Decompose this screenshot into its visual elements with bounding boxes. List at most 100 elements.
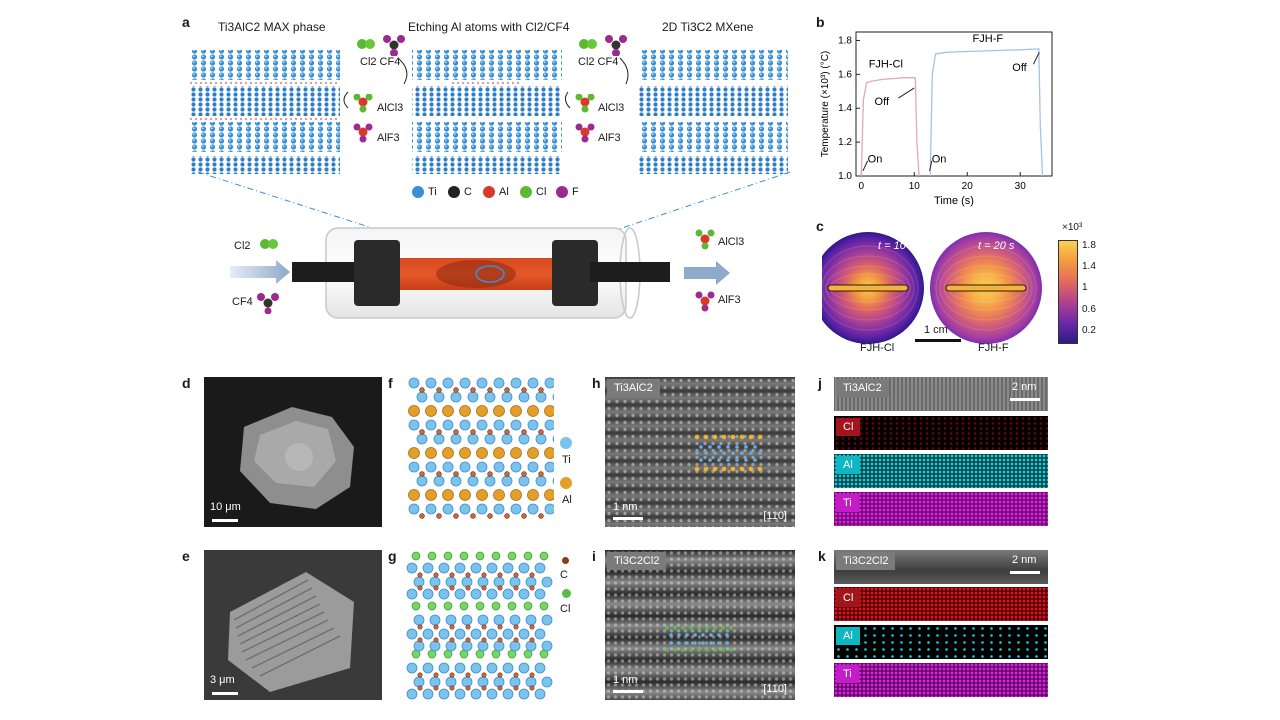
atom-c [504,513,510,519]
colorbar-tick: 1.8 [1082,240,1096,251]
atom-c [449,672,455,678]
outlet-alcl3-label: AlCl3 [718,236,745,248]
map-label-fjh-f: FJH-F [978,342,1009,354]
atom-ti [413,576,425,588]
atom-ti [408,377,420,389]
atom-c [521,471,527,477]
atom-ti [525,576,537,588]
atom-c [433,637,439,643]
atom-ti [541,640,553,652]
sem-image-mxene: 3 μm [204,550,382,700]
y-tick-label: 1.8 [838,35,852,46]
isotherm [939,255,1033,321]
atom-ti [486,588,498,600]
cf4-molecule-inlet [257,293,279,314]
atom-ti [510,461,522,473]
atom-c [497,672,503,678]
atom-ti [544,503,554,515]
atom-c [419,429,425,435]
etching-block [412,50,562,174]
cl2-molecule-inlet [260,239,278,249]
colorbar-unit: ×10³ [1062,222,1083,233]
panel-label-e: e [182,548,190,564]
series-line-fjh-f [929,48,1044,177]
atom-c [417,572,423,578]
y-tick-label: 1.2 [838,137,852,148]
sem-d-scale-label: 10 μm [210,501,241,513]
alf3-molecule-outlet [695,291,715,312]
atom-c [529,685,535,691]
atom-c [465,672,471,678]
atom-ti [518,562,530,574]
atom-ti [509,676,521,688]
atom-ti [445,576,457,588]
series-label-fjh-f: FJH-F [973,33,1004,45]
atom-c [481,685,487,691]
atom-c [419,387,425,393]
atom-cl [523,601,533,611]
legend-f-dot [556,186,568,198]
atom-ti [422,662,434,674]
atom-ti [445,640,457,652]
atom-ti [470,588,482,600]
heatmap-fjh-cl [822,232,924,344]
atom-ti [527,419,539,431]
atom-al [544,447,554,459]
stem-h-tag: Ti3AlC2 [607,379,660,397]
eds-k-cl-tag: Cl [836,589,861,607]
atom-ti [438,688,450,700]
x-tick-label: 0 [859,181,865,192]
atom-al [493,405,505,417]
atom-ti [544,377,554,389]
atom-c [487,471,493,477]
atom-c [513,672,519,678]
stem-h-scalebar [613,517,643,520]
atom-cl [459,601,469,611]
sem-d-scalebar [212,519,238,522]
atom-ti [518,628,530,640]
atom-ti [493,503,505,515]
atom-ti [525,640,537,652]
alcl3-label-left: AlCl3 [377,102,404,114]
alcl3-label-right: AlCl3 [598,102,625,114]
atom-ti [501,391,513,403]
atom-ti [467,433,479,445]
atom-cl [411,551,421,561]
inlet-cl2-label: Cl2 [234,240,251,252]
atom-ti [442,461,454,473]
atom-ti [406,628,418,640]
atom-ti [518,588,530,600]
legend-c-label: C [464,186,472,198]
atom-ti [461,676,473,688]
panel-label-a: a [182,14,190,30]
atom-ti [438,562,450,574]
legend-ti-label: Ti [428,186,437,198]
atom-ti [510,377,522,389]
series-label-fjh-cl: FJH-Cl [869,59,903,71]
atom-cl [475,551,485,561]
atom-al [510,405,522,417]
atom-ti [527,377,539,389]
atom-c [433,585,439,591]
atom-ti [493,377,505,389]
y-tick-label: 1.0 [838,171,852,182]
atom-ti [525,676,537,688]
atom-al [408,447,420,459]
panel-label-h: h [592,375,601,391]
atom-ti [425,377,437,389]
atom-al [459,489,471,501]
atom-cl [507,601,517,611]
atom-ti [459,377,471,389]
atom-ti [509,640,521,652]
alf3-label-right: AlF3 [598,132,621,144]
heating-element [945,284,1027,292]
model-g-c-label: C [560,569,568,581]
atom-c [521,387,527,393]
atom-ti [502,662,514,674]
atom-c [449,637,455,643]
panel-label-k: k [818,548,826,564]
cl2-cf4-molecules-right [579,35,627,56]
temperature-chart: 0 10 20 30 1.0 1.2 1.4 1.6 1.8 Time (s) Temperatur… [820,31,1053,207]
atom-c [449,685,455,691]
atom-ti [454,688,466,700]
